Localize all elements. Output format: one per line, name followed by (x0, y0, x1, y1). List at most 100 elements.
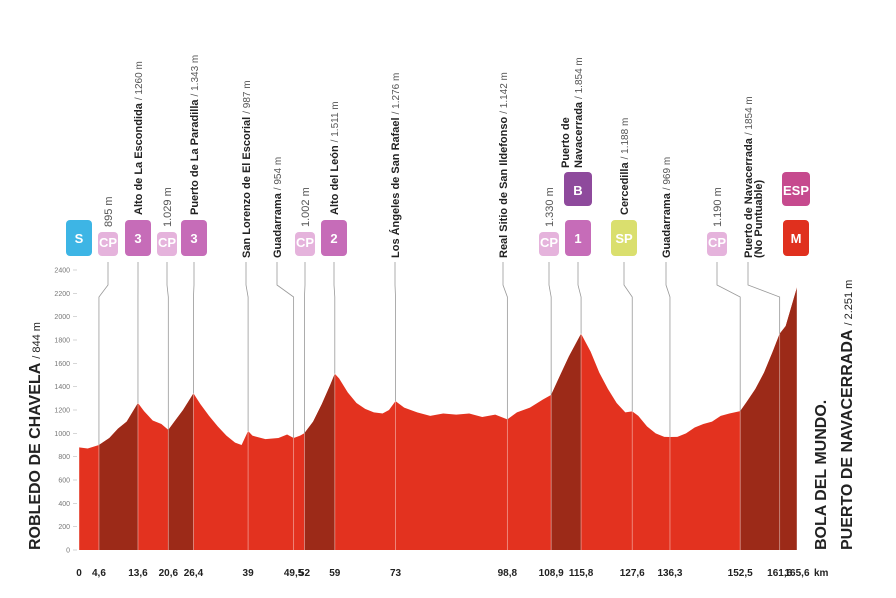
leader-line (394, 262, 396, 402)
y-tick-label: 600 (58, 478, 70, 485)
waypoint-label: Guadarrama / 954 m (272, 157, 284, 258)
x-tick-label: 161,6 (767, 568, 792, 579)
badge (98, 232, 118, 256)
badge (157, 232, 177, 256)
waypoint-altitude: / 1.276 m (391, 73, 402, 115)
waypoint-name: Navacerrada (573, 101, 585, 168)
badge-label: CP (708, 235, 726, 250)
leader-line (304, 262, 306, 434)
y-tick-label: 800 (58, 454, 70, 461)
x-tick-label: 26,4 (184, 568, 204, 579)
waypoint-altitude: / 954 m (273, 157, 284, 190)
y-tick-label: 1600 (54, 361, 70, 368)
badge-label: 3 (134, 231, 141, 246)
leader-line (193, 262, 195, 394)
endpoint-label: BOLA DEL MUNDO. (813, 400, 830, 550)
profile-area (79, 287, 797, 550)
x-tick-label: 49,5 (284, 568, 304, 579)
leader-line (665, 262, 671, 437)
waypoint-label: 1.190 m (712, 187, 724, 227)
x-tick-label: 73 (390, 568, 402, 579)
top-badge (564, 172, 592, 206)
y-tick-label: 1200 (54, 408, 70, 415)
waypoint-name: Los Ángeles de San Rafael (389, 117, 402, 258)
x-tick-label: 108,9 (539, 568, 564, 579)
waypoint-label: San Lorenzo de El Escorial / 987 m (241, 80, 253, 258)
waypoint-altitude: / 1854 m (744, 96, 755, 135)
x-tick-label: 127,6 (620, 568, 645, 579)
leader-line (98, 262, 109, 445)
badge (611, 220, 637, 256)
waypoint-label: 1.330 m (544, 187, 556, 227)
waypoint-altitude: / 1.511 m (330, 101, 341, 142)
waypoint-name: Puerto de La Paradilla (189, 99, 201, 215)
waypoint-label: Puerto de La Paradilla / 1.343 m (189, 55, 201, 215)
x-axis-label: km (814, 568, 829, 579)
waypoint-label: Puerto de Navacerrada / 1854 m (743, 96, 755, 258)
badge (321, 220, 347, 256)
x-tick-label: 59 (329, 568, 341, 579)
x-tick-label: 52 (299, 568, 311, 579)
badge-label: CP (296, 235, 314, 250)
badge (565, 220, 591, 256)
badge-label: SP (615, 231, 633, 246)
badge (66, 220, 92, 256)
endpoint-altitude: / 844 m (31, 322, 43, 359)
y-tick-label: 0 (66, 548, 70, 555)
waypoint-name: Real Sitio de San Ildefonso (498, 117, 510, 258)
x-tick-label: 13,6 (128, 568, 148, 579)
endpoint-label: ROBLEDO DE CHAVELA / 844 m (27, 322, 44, 550)
endpoint-name: ROBLEDO DE CHAVELA (27, 362, 44, 550)
x-tick-label: 4,6 (92, 568, 106, 579)
leader-line (623, 262, 633, 412)
waypoint-label: Alto del León / 1.511 m (329, 101, 341, 215)
y-tick-label: 1800 (54, 338, 70, 345)
waypoint-name: Alto del León (329, 145, 341, 215)
x-tick-label: 98,8 (498, 568, 518, 579)
x-tick-label: 115,8 (569, 568, 594, 579)
waypoint-name: Alto de La Escondida (133, 102, 145, 215)
waypoint-name: San Lorenzo de El Escorial (241, 117, 253, 258)
waypoint-altitude: / 1.343 m (190, 55, 201, 97)
badge-label: CP (540, 235, 558, 250)
leader-line (276, 262, 295, 438)
waypoint-name: Puerto de Navacerrada (743, 137, 755, 258)
waypoint-altitude: / 987 m (242, 80, 253, 113)
x-tick-label: 165,6 (784, 568, 809, 579)
waypoint-label: 1.029 m (162, 187, 174, 227)
waypoint-label: Navacerrada / 1.854 m (573, 57, 585, 168)
waypoint-label: Real Sitio de San Ildefonso / 1.142 m (498, 72, 510, 258)
waypoint-name: Guadarrama (661, 192, 673, 258)
leader-line (333, 262, 336, 374)
waypoint-label: Guadarrama / 969 m (661, 157, 673, 258)
badge (707, 232, 727, 256)
y-tick-label: 2400 (54, 268, 70, 275)
leader-line (716, 262, 741, 412)
y-tick-label: 200 (58, 524, 70, 531)
leader-line (245, 262, 249, 431)
waypoint-name: Puerto de (560, 117, 572, 168)
badge-label: 1 (574, 231, 581, 246)
leader-line (747, 262, 781, 334)
y-tick-label: 2200 (54, 291, 70, 298)
waypoint-label: Puerto de (560, 117, 572, 168)
waypoint-altitude: / 1260 m (134, 61, 145, 100)
waypoint-altitude: / 1.142 m (499, 72, 510, 114)
waypoint-label: 895 m (103, 196, 115, 227)
endpoint-label: PUERTO DE NAVACERRADA / 2.251 m (839, 280, 856, 550)
waypoint-label: Los Ángeles de San Rafael / 1.276 m (389, 73, 402, 258)
badge-label: CP (158, 235, 176, 250)
badge-label: S (75, 231, 84, 246)
waypoint-note: (No Puntuable) (753, 179, 765, 258)
waypoint-altitude: / 1.188 m (620, 118, 631, 160)
x-tick-label: 39 (243, 568, 255, 579)
badge-label: 3 (190, 231, 197, 246)
top-badge (782, 172, 810, 206)
badge (125, 220, 151, 256)
y-tick-label: 400 (58, 501, 70, 508)
badge-label: CP (99, 235, 117, 250)
waypoint-label: Cercedilla / 1.188 m (619, 118, 631, 215)
badge-label: M (791, 231, 802, 246)
y-tick-label: 1000 (54, 431, 70, 438)
